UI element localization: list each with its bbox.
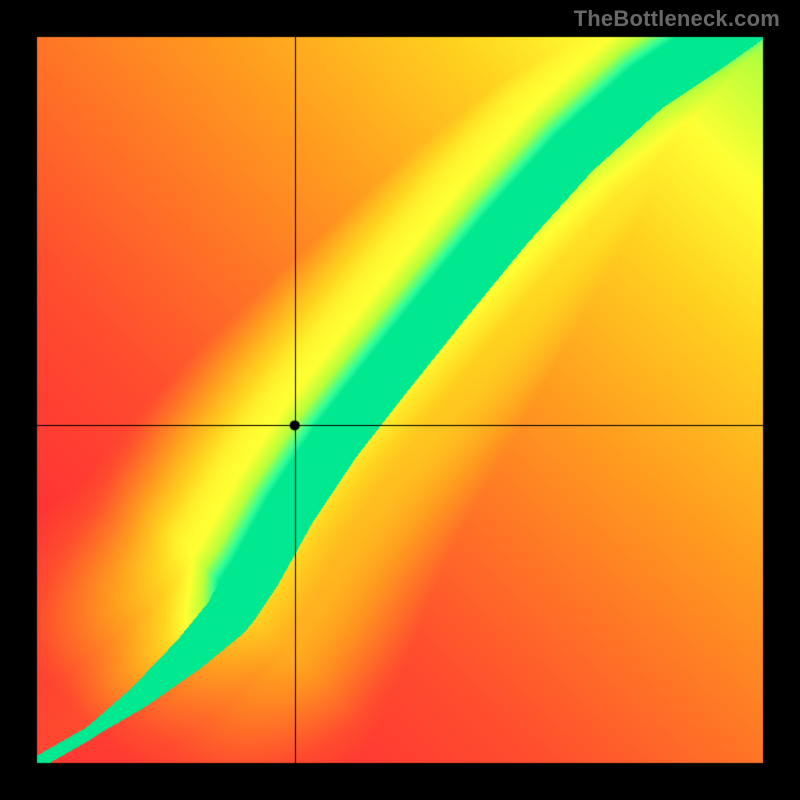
chart-container: TheBottleneck.com bbox=[0, 0, 800, 800]
watermark-text: TheBottleneck.com bbox=[574, 6, 780, 32]
heatmap-canvas bbox=[0, 0, 800, 800]
